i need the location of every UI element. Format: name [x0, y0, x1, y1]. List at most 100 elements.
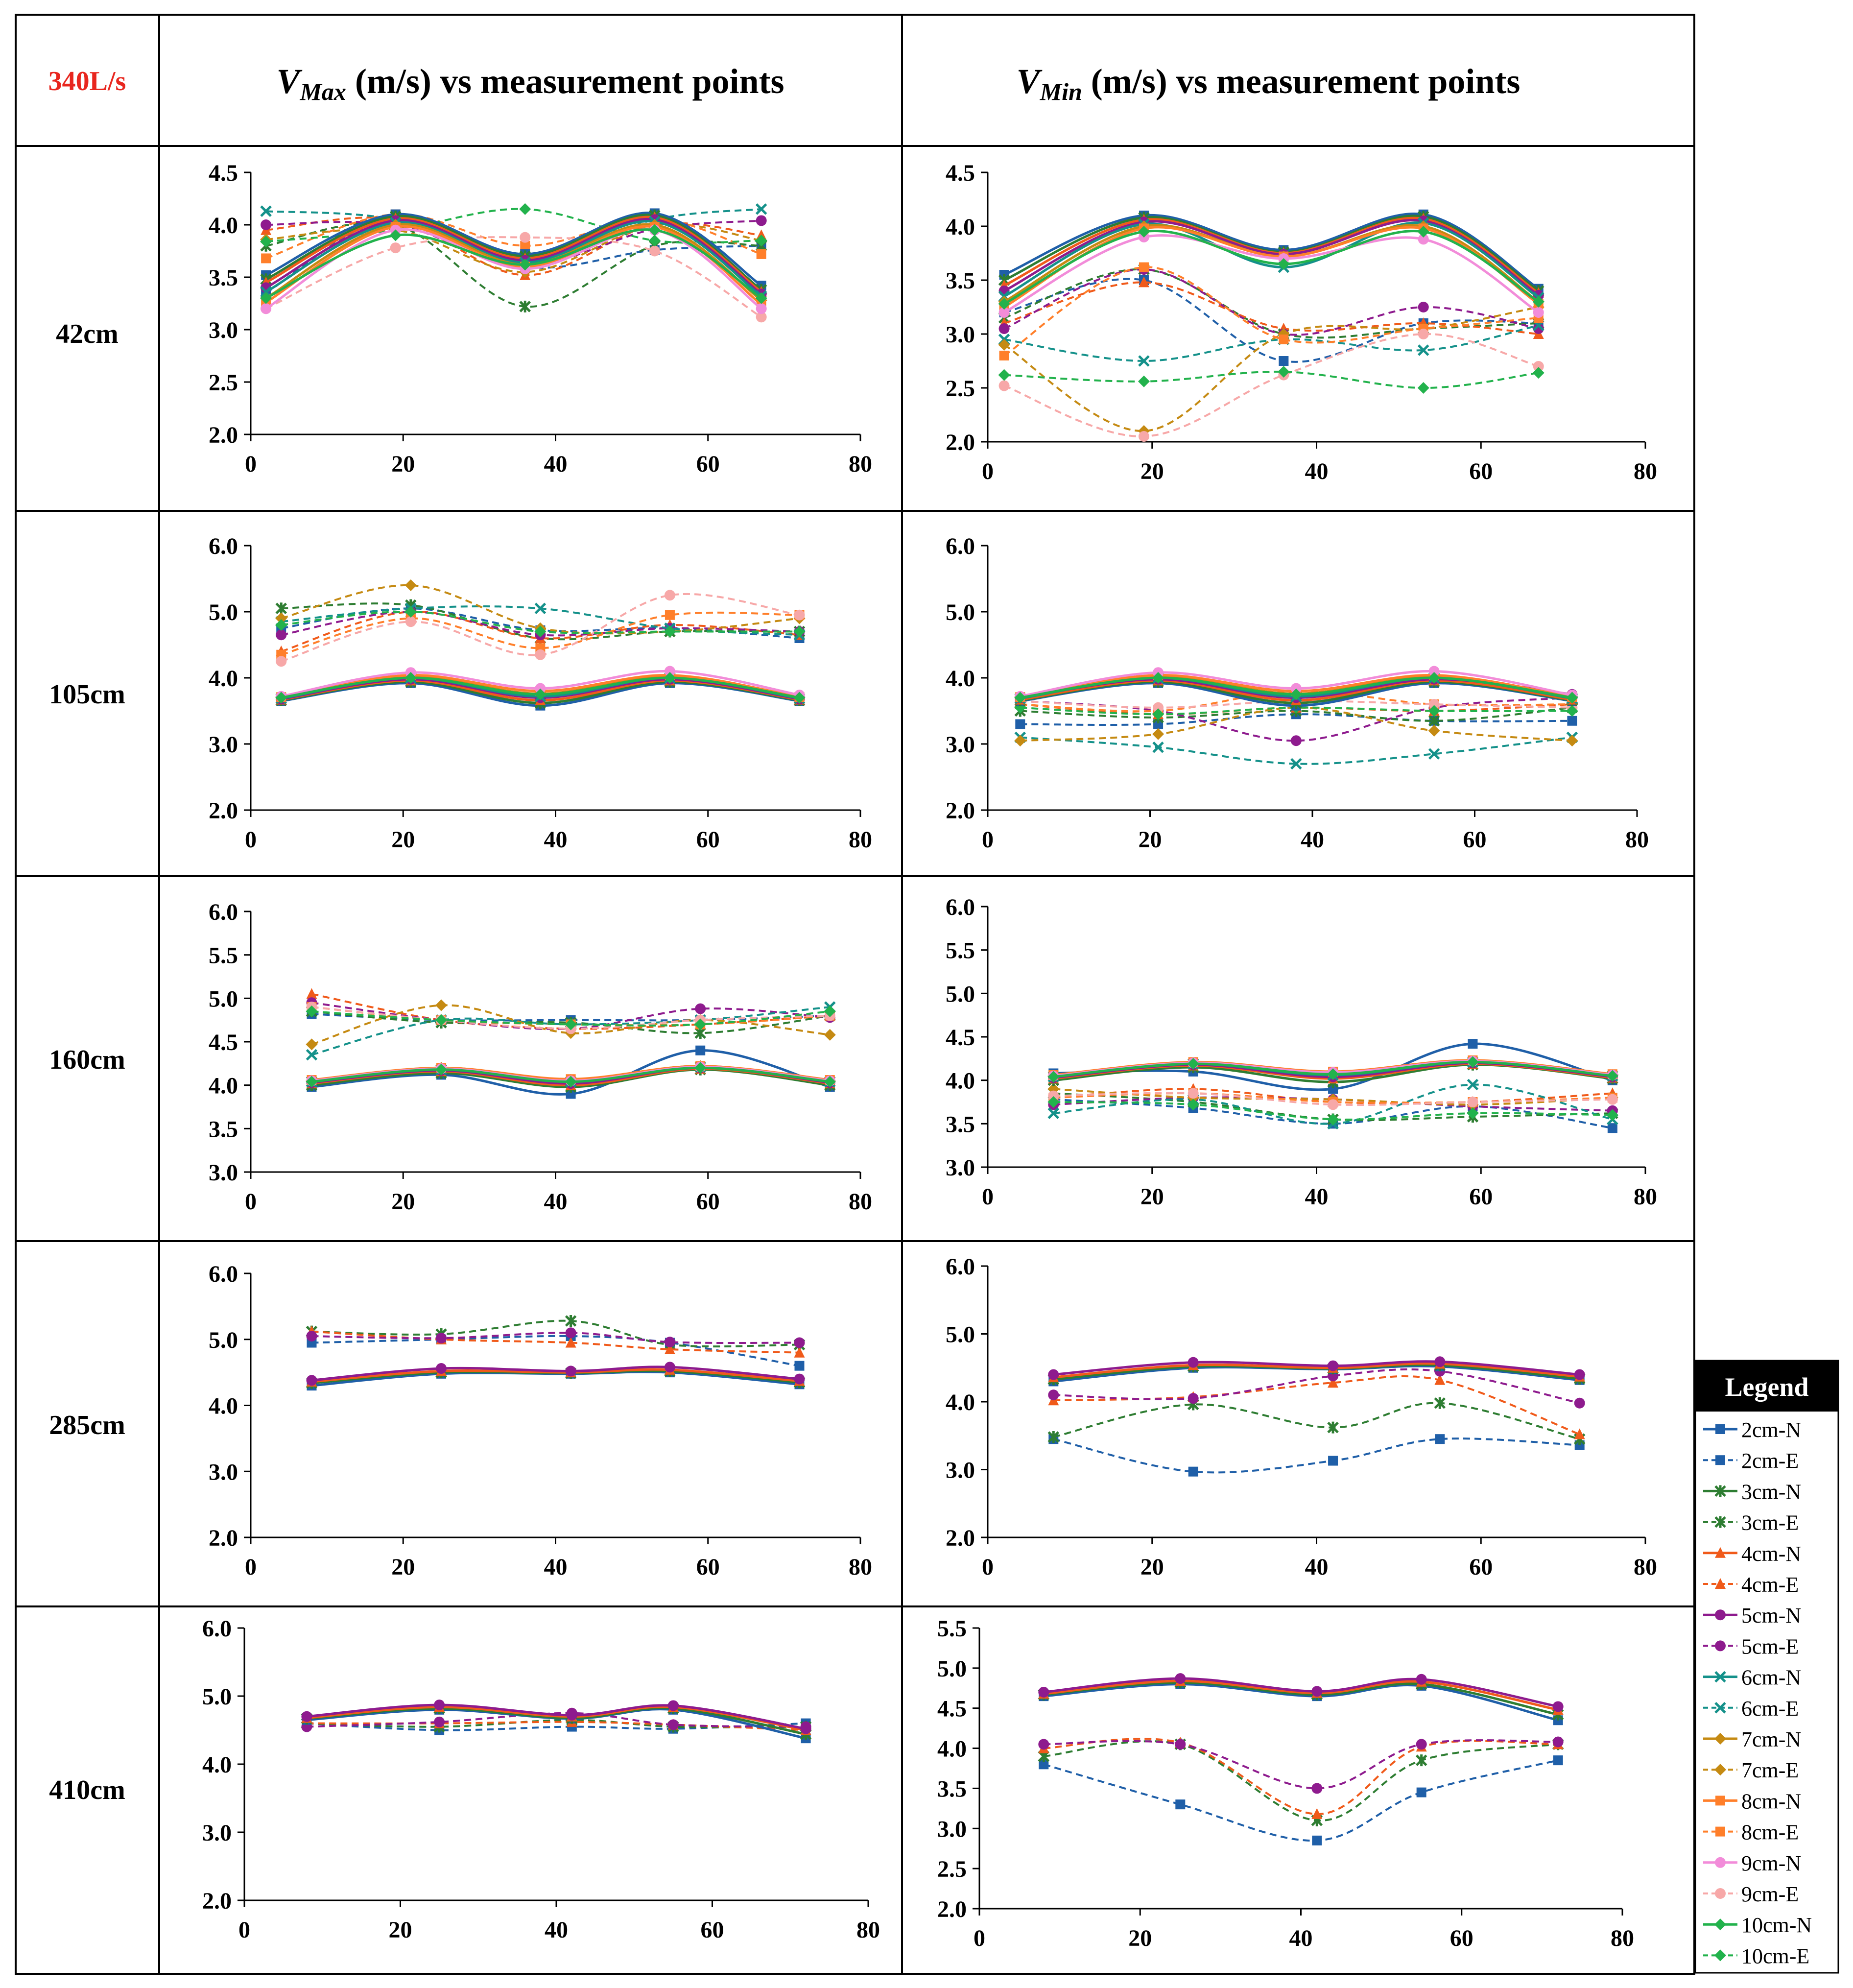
data-point-10cm-n-3: [648, 224, 661, 236]
data-point-2cm-e-2: [1279, 356, 1289, 366]
x-tick-label: 20: [391, 1554, 415, 1580]
legend-marker-4cm-e: [1715, 1578, 1726, 1589]
series-5cm-n: [301, 1700, 811, 1734]
series-5cm-n: [1048, 1356, 1585, 1380]
data-point-10cm-n-0: [306, 1076, 318, 1088]
data-point-5cm-e-3: [1418, 302, 1429, 312]
series-10cm-n: [1014, 672, 1578, 704]
x-tick-label: 60: [696, 1554, 720, 1580]
data-point-3cm-e-2: [565, 1315, 577, 1327]
y-tick-label: 5.0: [209, 599, 238, 625]
vmax-symbol: V: [276, 62, 302, 101]
data-point-5cm-n-4: [1574, 1369, 1585, 1380]
series-line-4cm-e: [1053, 1375, 1580, 1436]
series-line-5cm-e: [1053, 1096, 1613, 1112]
chart-160cm-vmin: 3.0 3.5 4.0 4.5 5.0 5.5 6.0 0 20 40 60 80: [946, 894, 1657, 1210]
series-line-7cm-e: [311, 1004, 831, 1046]
y-tick-label: 4.5: [946, 160, 975, 186]
data-point-7cm-e-0: [306, 1038, 318, 1051]
series-5cm-e: [306, 1327, 805, 1348]
x-tick-label: 40: [1305, 458, 1329, 484]
y-tick-label: 6.0: [946, 533, 975, 559]
data-point-5cm-e-1: [1188, 1393, 1199, 1404]
legend-label-9cm-n: 9cm-N: [1741, 1851, 1801, 1875]
legend-label-3cm-n: 3cm-N: [1741, 1480, 1801, 1504]
data-point-5cm-n-2: [566, 1709, 577, 1721]
data-point-2cm-e-4: [1553, 1755, 1563, 1766]
row-label-42cm: 42cm: [56, 319, 119, 349]
data-point-5cm-n-1: [1188, 1357, 1199, 1368]
data-point-9cm-n-2: [535, 683, 546, 694]
data-point-8cm-e-2: [1279, 335, 1289, 344]
chart-285cm-vmax: 2.0 3.0 4.0 5.0 6.0 0 20 40 60 80: [209, 1261, 872, 1580]
y-tick-label: 3.5: [946, 268, 975, 294]
y-tick-label: 3.5: [937, 1776, 967, 1802]
data-point-5cm-n-0: [1038, 1686, 1049, 1698]
data-point-10cm-n-1: [389, 229, 402, 241]
legend-marker-5cm-e: [1715, 1640, 1726, 1652]
data-point-9cm-n-2: [1290, 683, 1302, 694]
data-point-5cm-e-3: [1416, 1739, 1427, 1750]
y-tick-label: 4.5: [946, 1025, 975, 1051]
y-tick-label: 4.0: [946, 214, 975, 240]
data-point-5cm-n-1: [436, 1363, 447, 1374]
data-point-9cm-e-1: [1188, 1088, 1199, 1099]
data-point-5cm-n-4: [1533, 289, 1544, 301]
y-tick-label: 2.0: [946, 798, 975, 824]
data-point-10cm-e-4: [793, 625, 806, 638]
legend-item-3cm-n: 3cm-N: [1703, 1480, 1801, 1504]
x-tick-label: 0: [982, 1554, 994, 1580]
legend-item-9cm-e: 9cm-E: [1703, 1882, 1799, 1906]
data-point-3cm-e-2: [1327, 1421, 1339, 1434]
legend-label-4cm-n: 4cm-N: [1741, 1542, 1801, 1566]
y-tick-label: 5.5: [946, 938, 975, 964]
data-point-10cm-n-4: [793, 692, 806, 704]
data-point-10cm-n-4: [1532, 296, 1544, 308]
y-tick-label: 4.0: [209, 666, 238, 692]
legend-item-6cm-e: 6cm-E: [1703, 1697, 1799, 1721]
series-10cm-n: [1047, 1056, 1618, 1083]
data-point-10cm-e-2: [1327, 1113, 1339, 1126]
series-line-3cm-e: [265, 221, 761, 308]
data-point-10cm-e-3: [664, 625, 676, 638]
legend-label-8cm-e: 8cm-E: [1741, 1820, 1799, 1844]
x-tick-label: 40: [544, 827, 568, 853]
data-point-10cm-e-1: [404, 606, 417, 618]
y-tick-label: 4.0: [209, 213, 238, 239]
data-point-10cm-e-3: [694, 1018, 707, 1030]
data-point-10cm-n-1: [1138, 226, 1150, 238]
x-tick-label: 20: [1140, 1554, 1164, 1580]
series-line-10cm-e: [1004, 370, 1539, 389]
y-tick-label: 3.0: [209, 1160, 238, 1186]
data-point-10cm-n-3: [1417, 226, 1429, 238]
data-point-10cm-e-0: [998, 369, 1010, 381]
data-point-4cm-e-2: [1311, 1808, 1323, 1819]
data-point-7cm-e-4: [1566, 735, 1578, 747]
data-point-4cm-e-4: [794, 1346, 805, 1358]
x-tick-label: 80: [1611, 1925, 1634, 1951]
series-line-3cm-e: [1053, 1092, 1613, 1122]
series-line-6cm-e: [1020, 736, 1572, 765]
y-tick-label: 6.0: [202, 1616, 232, 1642]
y-tick-label: 3.0: [209, 1459, 238, 1485]
series-line-8cm-e: [1003, 266, 1539, 357]
y-tick-label: 2.0: [209, 1525, 238, 1551]
y-tick-label: 3.0: [946, 322, 975, 348]
legend-marker-2cm-e: [1715, 1455, 1725, 1465]
y-tick-label: 4.5: [209, 1030, 238, 1055]
legend-marker-4cm-n: [1715, 1547, 1726, 1558]
data-point-5cm-e-2: [1290, 735, 1302, 746]
data-point-10cm-e-1: [1152, 708, 1164, 720]
data-point-4cm-e-2: [565, 1337, 576, 1348]
x-tick-label: 0: [245, 827, 257, 853]
data-point-10cm-n-1: [404, 672, 417, 684]
x-tick-label: 60: [701, 1917, 724, 1943]
data-point-9cm-e-4: [756, 311, 767, 323]
legend-label-5cm-n: 5cm-N: [1741, 1604, 1801, 1628]
legend-marker-7cm-n: [1714, 1733, 1726, 1745]
x-tick-label: 0: [982, 1184, 994, 1210]
data-point-10cm-n-4: [1606, 1070, 1618, 1082]
data-point-9cm-e-3: [664, 590, 675, 601]
legend-label-6cm-n: 6cm-N: [1741, 1666, 1801, 1690]
